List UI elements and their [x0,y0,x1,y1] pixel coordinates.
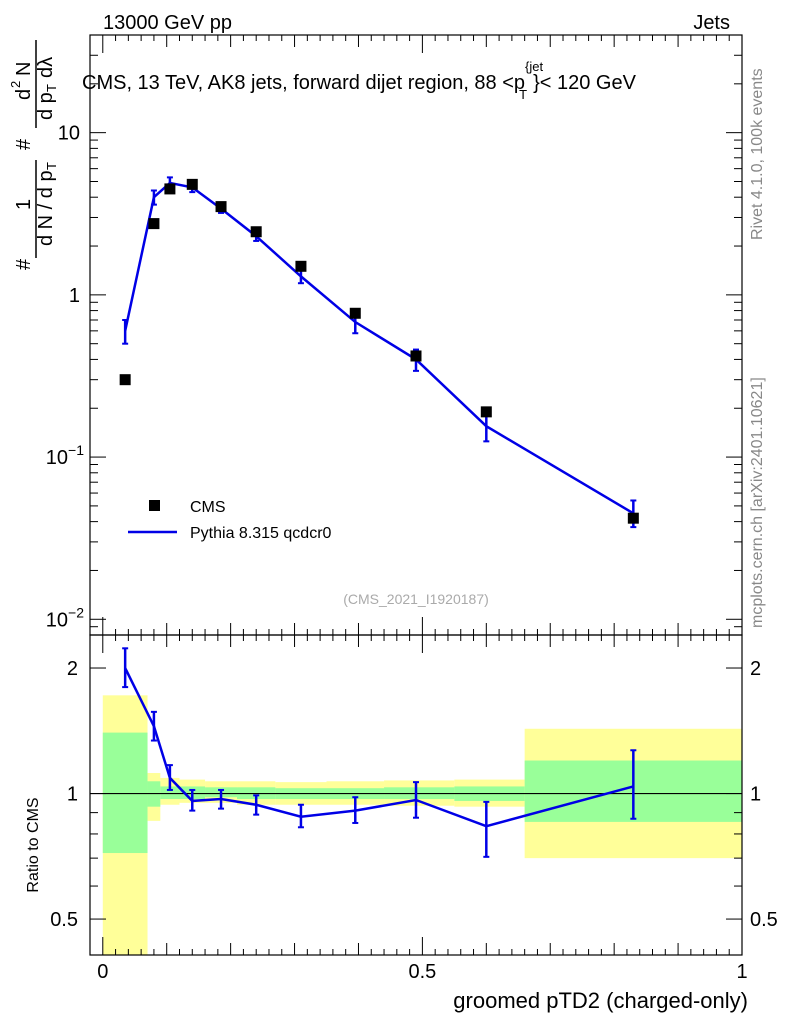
rivet-label: Rivet 4.1.0, 100k events [749,68,766,240]
ratio-frame [89,634,743,956]
main-ytick-label-0: 10−2 [46,604,84,631]
cms-point-0 [119,374,131,386]
main-y-axis-title: # d N / d p T 1 # d p T d 2 N dλ [8,40,59,270]
ratio-ytick-label-left-1: 1 [67,784,78,806]
plot-title-subscript: T [519,87,527,102]
xtick-label-2: 1 [736,961,747,983]
ratio-ytick-label-left-0: 0.5 [50,909,78,931]
category-label: Jets [693,12,730,34]
svg-text:T: T [44,162,59,170]
x-axis-title: groomed pTD2 (charged-only) [453,988,748,1013]
axes: 10−2 10−1 1 10 0.5 0.5 1 1 2 2 0 0.5 1 [46,34,778,983]
pythia-line [123,181,634,515]
cms-point-3 [186,178,198,190]
xtick-label-1: 0.5 [408,961,436,983]
cms-point-9 [480,406,492,418]
plot-title-prefix: CMS, 13 TeV, AK8 jets, forward dijet reg… [82,72,525,94]
svg-text:d: d [13,89,35,100]
main-ytick-label-2: 1 [69,285,80,307]
main-ytick-label-3: 10 [58,123,80,145]
cms-point-5 [250,226,262,238]
mcplots-label: mcplots.cern.ch [arXiv:2401.10621] [749,377,766,628]
xtick-label-0: 0 [97,961,108,983]
ratio-ytick-label-right-1: 1 [750,784,761,806]
ratio-ytick-label-right-0: 0.5 [750,909,778,931]
plot-title-superscript: {jet [525,59,543,74]
svg-text:T: T [44,84,59,92]
svg-text:dλ: dλ [35,57,57,78]
cms-point-4 [215,201,227,213]
uncertainty-bands [102,695,742,955]
svg-text:2: 2 [8,81,23,88]
svg-text:#: # [13,258,35,270]
cms-point-10 [627,512,639,524]
legend-label-cms: CMS [190,499,226,516]
svg-text:d N / d p: d N / d p [35,170,57,246]
energy-label: 13000 GeV pp [103,12,232,34]
cms-point-8 [410,350,422,362]
cms-point-7 [349,307,361,319]
main-frame [89,34,743,636]
cms-point-2 [164,183,176,195]
svg-text:#: # [13,138,35,150]
cms-point-6 [295,260,307,272]
plot-title: CMS, 13 TeV, AK8 jets, forward dijet reg… [82,59,637,102]
legend: CMS Pythia 8.315 qcdcr0 [128,499,332,542]
main-plot [119,176,639,529]
ratio-plot [90,647,742,858]
ratio-ytick-label-right-2: 2 [750,658,761,680]
main-ytick-label-1: 10−1 [46,442,84,469]
svg-text:1: 1 [13,199,35,210]
legend-label-pythia: Pythia 8.315 qcdcr0 [190,525,332,542]
svg-text:d p: d p [35,92,57,120]
cms-point-1 [148,218,160,230]
ratio-ytick-label-left-2: 2 [67,658,78,680]
plot-title-suffix: }< 120 GeV [533,72,637,94]
ratio-band-green-2 [160,786,180,800]
analysis-watermark: (CMS_2021_I1920187) [343,591,489,607]
svg-text:N: N [13,62,35,76]
legend-marker-cms [149,500,160,511]
ratio-y-axis-title: Ratio to CMS [25,797,42,892]
ratio-band-green-0 [102,732,148,854]
